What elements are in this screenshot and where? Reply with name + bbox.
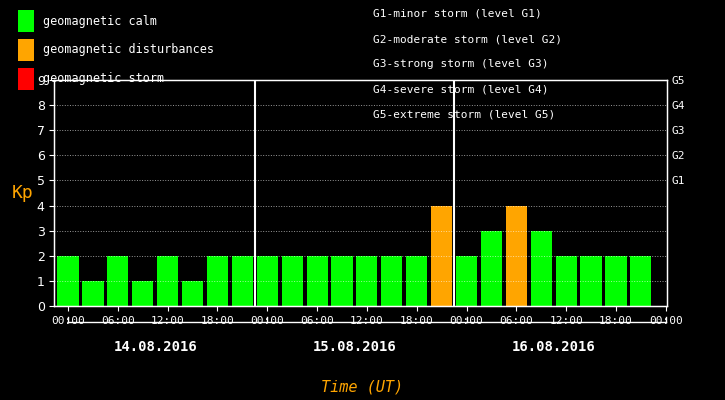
Bar bbox=[257, 256, 278, 306]
Text: 14.08.2016: 14.08.2016 bbox=[113, 340, 197, 354]
Bar bbox=[531, 231, 552, 306]
Bar bbox=[381, 256, 402, 306]
Text: G3-strong storm (level G3): G3-strong storm (level G3) bbox=[373, 59, 549, 69]
Bar bbox=[331, 256, 352, 306]
Text: 16.08.2016: 16.08.2016 bbox=[512, 340, 595, 354]
Text: Time (UT): Time (UT) bbox=[321, 379, 404, 394]
Text: geomagnetic disturbances: geomagnetic disturbances bbox=[43, 43, 214, 56]
Bar bbox=[182, 281, 203, 306]
Text: geomagnetic storm: geomagnetic storm bbox=[43, 72, 164, 85]
Bar bbox=[431, 206, 452, 306]
Bar bbox=[481, 231, 502, 306]
Bar bbox=[506, 206, 527, 306]
Text: G5-extreme storm (level G5): G5-extreme storm (level G5) bbox=[373, 110, 555, 120]
Y-axis label: Kp: Kp bbox=[12, 184, 33, 202]
Bar bbox=[356, 256, 378, 306]
Bar bbox=[555, 256, 576, 306]
Bar bbox=[232, 256, 253, 306]
Bar bbox=[107, 256, 128, 306]
Bar bbox=[456, 256, 477, 306]
Bar bbox=[281, 256, 303, 306]
Text: G2-moderate storm (level G2): G2-moderate storm (level G2) bbox=[373, 34, 563, 44]
Bar bbox=[630, 256, 652, 306]
Bar bbox=[57, 256, 78, 306]
Bar bbox=[83, 281, 104, 306]
Text: G1-minor storm (level G1): G1-minor storm (level G1) bbox=[373, 9, 542, 19]
Bar bbox=[581, 256, 602, 306]
Text: geomagnetic calm: geomagnetic calm bbox=[43, 14, 157, 28]
Bar bbox=[406, 256, 427, 306]
Bar bbox=[132, 281, 154, 306]
Bar bbox=[207, 256, 228, 306]
Text: 15.08.2016: 15.08.2016 bbox=[312, 340, 397, 354]
Text: G4-severe storm (level G4): G4-severe storm (level G4) bbox=[373, 84, 549, 94]
Bar bbox=[157, 256, 178, 306]
Bar bbox=[605, 256, 626, 306]
Bar bbox=[307, 256, 328, 306]
